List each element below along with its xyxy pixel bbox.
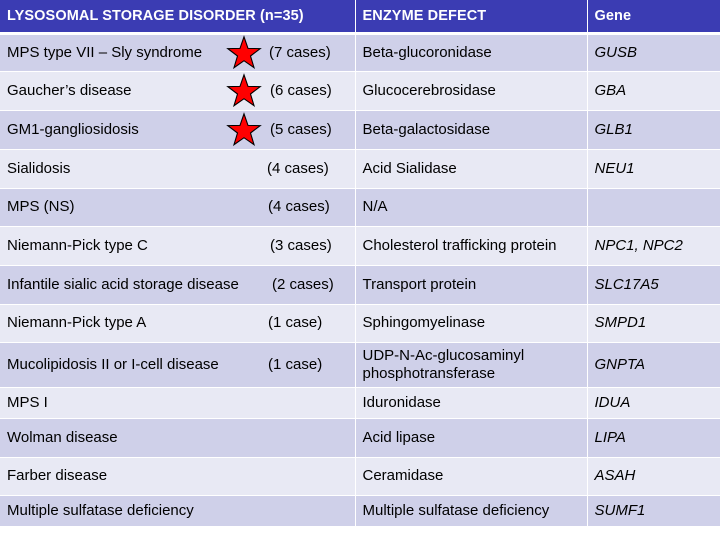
enzyme-cell: Acid Sialidase	[355, 149, 588, 189]
table-row: Sialidosis (4 cases) Acid Sialidase NEU1	[0, 149, 720, 189]
enzyme-cell: Beta-glucoronidase	[355, 33, 588, 72]
table-row: Infantile sialic acid storage disease (2 …	[0, 265, 720, 305]
gene-cell: GLB1	[587, 110, 720, 150]
disorder-name: MPS (NS)	[7, 198, 75, 215]
disorder-cell: Mucolipidosis II or I-cell disease (1 cas…	[0, 342, 356, 388]
enzyme-cell: Glucocerebrosidase	[355, 71, 588, 111]
star-icon	[226, 34, 262, 69]
disorder-cell: Infantile sialic acid storage disease (2 …	[0, 265, 356, 305]
disorder-name: GM1-gangliosidosis	[7, 120, 139, 138]
disorder-cell: MPS I	[0, 387, 356, 419]
gene-cell: NEU1	[587, 149, 720, 189]
enzyme-cell: Iduronidase	[355, 387, 588, 419]
table-row: Wolman disease Acid lipase LIPA	[0, 418, 720, 458]
enzyme-cell: Transport protein	[355, 265, 588, 305]
disorder-cell: Niemann-Pick type A (1 case)	[0, 304, 356, 343]
header-disorder: LYSOSOMAL STORAGE DISORDER (n=35)	[0, 0, 356, 35]
disorder-name: Niemann-Pick type A	[7, 314, 147, 331]
table-row: Niemann-Pick type A (1 case) Sphingomyelin…	[0, 304, 720, 343]
enzyme-cell: Acid lipase	[355, 418, 588, 458]
enzyme-cell: N/A	[355, 188, 588, 227]
star-icon	[226, 72, 262, 107]
case-count: (4 cases)	[268, 198, 330, 215]
case-count: (7 cases)	[269, 43, 331, 61]
gene-cell: GBA	[587, 71, 720, 111]
enzyme-cell: UDP-N-Ac-glucosaminyl phosphotransferase	[355, 342, 588, 388]
disorder-name: Wolman disease	[7, 428, 118, 446]
enzyme-cell: Ceramidase	[355, 457, 588, 496]
disorder-cell: Gaucher’s disease (6 cases)	[0, 71, 356, 111]
table-row: Mucolipidosis II or I-cell disease (1 cas…	[0, 342, 720, 388]
disorder-cell: GM1-gangliosidosis (5 cases)	[0, 110, 356, 150]
table-row: MPS I Iduronidase IDUA	[0, 387, 720, 419]
gene-cell: SMPD1	[587, 304, 720, 343]
header-row: LYSOSOMAL STORAGE DISORDER (n=35) ENZYME…	[0, 0, 720, 35]
gene-cell	[587, 188, 720, 227]
disorder-name: MPS type VII – Sly syndrome	[7, 43, 203, 61]
disorder-cell: Sialidosis (4 cases)	[0, 149, 356, 189]
disorder-name: Infantile sialic acid storage disease	[7, 275, 239, 293]
header-enzyme: ENZYME DEFECT	[355, 0, 588, 35]
case-count: (6 cases)	[270, 81, 332, 99]
disorder-name: Mucolipidosis II or I-cell disease	[7, 355, 219, 373]
enzyme-cell: Sphingomyelinase	[355, 304, 588, 343]
gene-cell: GNPTA	[587, 342, 720, 388]
table-row: GM1-gangliosidosis (5 cases) Beta-galactos…	[0, 110, 720, 150]
case-count: (5 cases)	[270, 120, 332, 138]
gene-cell: SLC17A5	[587, 265, 720, 305]
disorder-cell: Multiple sulfatase deficiency	[0, 495, 356, 527]
disorder-name: Gaucher’s disease	[7, 81, 132, 99]
gene-cell: GUSB	[587, 33, 720, 72]
table-row: MPS type VII – Sly syndrome (7 cases) Beta…	[0, 33, 720, 72]
enzyme-cell: Beta-galactosidase	[355, 110, 588, 150]
enzyme-cell: Multiple sulfatase deficiency	[355, 495, 588, 527]
disorder-cell: Niemann-Pick type C (3 cases)	[0, 226, 356, 266]
gene-cell: SUMF1	[587, 495, 720, 527]
gene-cell: IDUA	[587, 387, 720, 419]
case-count: (3 cases)	[270, 236, 332, 254]
case-count: (4 cases)	[267, 159, 329, 177]
disorder-cell: MPS (NS) (4 cases)	[0, 188, 356, 227]
gene-cell: ASAH	[587, 457, 720, 496]
table-row: Niemann-Pick type C (3 cases) Cholesterol …	[0, 226, 720, 266]
enzyme-cell: Cholesterol trafficking protein	[355, 226, 588, 266]
disorder-name: Sialidosis	[7, 159, 71, 177]
disorder-cell: Wolman disease	[0, 418, 356, 458]
header-gene: Gene	[587, 0, 720, 35]
disorder-name: Niemann-Pick type C	[7, 236, 148, 254]
table-row: Farber disease Ceramidase ASAH	[0, 457, 720, 496]
table-row: MPS (NS) (4 cases) N/A	[0, 188, 720, 227]
case-count: (1 case)	[268, 314, 323, 331]
case-count: (1 case)	[268, 355, 323, 373]
disorder-name: Farber disease	[7, 467, 108, 484]
table-body: MPS type VII – Sly syndrome (7 cases) Beta…	[0, 33, 720, 527]
gene-cell: NPC1, NPC2	[587, 226, 720, 266]
table-row: Gaucher’s disease (6 cases) Glucocerebrosi…	[0, 71, 720, 111]
gene-cell: LIPA	[587, 418, 720, 458]
disorder-table: LYSOSOMAL STORAGE DISORDER (n=35) ENZYME…	[0, 0, 720, 527]
disorder-name: MPS I	[7, 393, 48, 411]
case-count: (2 cases)	[272, 275, 334, 293]
disorder-name: Multiple sulfatase deficiency	[7, 501, 194, 519]
star-icon	[226, 111, 262, 146]
table-row: Multiple sulfatase deficiency Multiple su…	[0, 495, 720, 527]
disorder-cell: Farber disease	[0, 457, 356, 496]
disorder-cell: MPS type VII – Sly syndrome (7 cases)	[0, 33, 356, 72]
